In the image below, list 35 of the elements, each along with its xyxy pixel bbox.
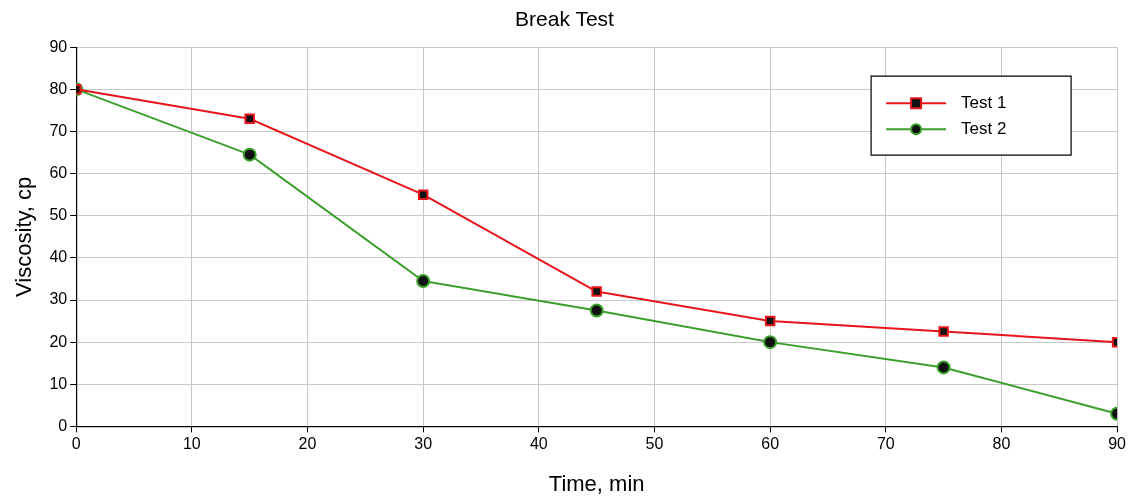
x-tick-label: 40: [529, 435, 548, 453]
y-axis-title: Viscosity, cp: [11, 176, 37, 297]
y-tick-label: 30: [49, 290, 68, 308]
legend-label: Test 1: [961, 92, 1007, 112]
x-tick-label: 50: [645, 435, 664, 453]
point: [417, 189, 429, 200]
point: [764, 315, 776, 327]
y-tick-label: 90: [49, 37, 68, 55]
x-axis-title: Time, min: [548, 470, 645, 496]
x-tick-label: 30: [414, 435, 433, 453]
y-tick-label: 20: [49, 332, 68, 350]
point: [589, 303, 604, 318]
y-tick-label: 10: [49, 374, 68, 392]
y-tick-label: 0: [58, 416, 68, 434]
x-tick-label: 60: [761, 435, 780, 453]
point: [591, 286, 602, 297]
x-tick-label: 20: [298, 435, 317, 453]
x-tick-label: 0: [71, 435, 81, 453]
point: [938, 326, 949, 337]
point: [244, 113, 255, 125]
y-tick-label: 80: [49, 79, 68, 97]
x-tick-label: 70: [876, 435, 895, 453]
x-tick-label: 80: [992, 435, 1011, 453]
y-tick-label: 60: [49, 164, 68, 182]
y-tick-label: 70: [49, 121, 68, 139]
point: [763, 335, 778, 350]
point: [936, 360, 951, 375]
x-tick-label: 90: [1108, 435, 1127, 453]
chart-title: Break Test: [515, 7, 615, 31]
x-tick-label: 10: [182, 435, 201, 453]
point: [242, 147, 257, 162]
point: [416, 274, 431, 289]
y-tick-label: 50: [49, 206, 68, 224]
legend-label: Test 2: [961, 118, 1007, 138]
y-tick-label: 40: [49, 248, 68, 266]
